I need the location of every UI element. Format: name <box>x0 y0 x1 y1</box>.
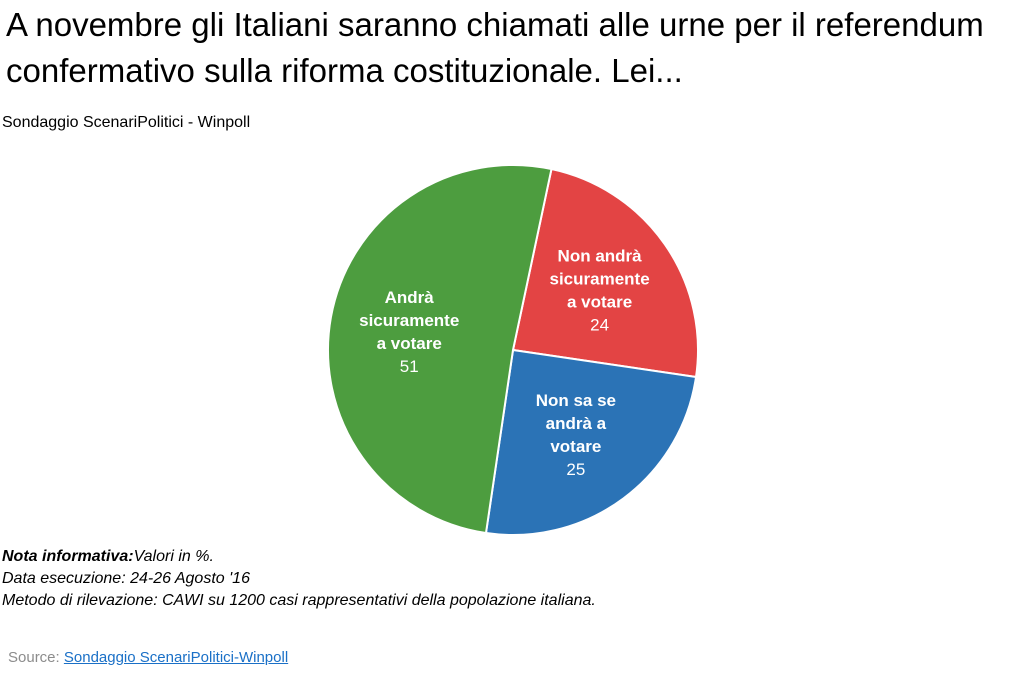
slice-label-line: a votare <box>567 292 632 311</box>
source-prefix: Source: <box>8 649 64 666</box>
pie-slice-2 <box>484 348 698 536</box>
slice-label-line: Non andrà <box>558 246 643 265</box>
slice-label-3: Andrà sicuramente a votare 51 <box>359 288 459 376</box>
note-line-3: Metodo di rilevazione: CAWI su 1200 casi… <box>2 592 596 609</box>
source-line: Source: Sondaggio ScenariPolitici-Winpol… <box>8 648 288 668</box>
slice-value: 25 <box>566 460 585 479</box>
slice-label-line: Andrà <box>385 288 435 307</box>
chart-subtitle: Sondaggio ScenariPolitici - Winpoll <box>2 114 251 131</box>
chart-title: A novembre gli Italiani saranno chiamati… <box>6 6 984 89</box>
slice-value: 51 <box>400 357 419 376</box>
slice-label-2: Non sa se andrà a votare 25 <box>536 391 616 479</box>
pie-slice-3 <box>327 164 553 535</box>
slice-label-line: Non sa se <box>536 391 616 410</box>
pie-slice-1 <box>511 167 699 379</box>
footnotes: Nota informativa:Valori in %. Data esecu… <box>2 546 596 612</box>
note-heading: Nota informativa: <box>2 548 134 565</box>
slice-label-line: sicuramente <box>359 311 459 330</box>
slice-label-line: a votare <box>377 334 442 353</box>
source-link[interactable]: Sondaggio ScenariPolitici-Winpoll <box>63 649 289 666</box>
slice-label-1: Non andrà sicuramente a votare 24 <box>550 246 650 334</box>
slice-label-line: andrà a <box>546 414 607 433</box>
note-line-2: Data esecuzione: 24-26 Agosto '16 <box>2 570 250 587</box>
note-units: Valori in %. <box>133 548 214 565</box>
slice-value: 24 <box>590 315 609 334</box>
slice-label-line: votare <box>550 437 601 456</box>
note-line-1: Nota informativa:Valori in %. <box>2 546 596 568</box>
slice-label-line: sicuramente <box>550 269 650 288</box>
